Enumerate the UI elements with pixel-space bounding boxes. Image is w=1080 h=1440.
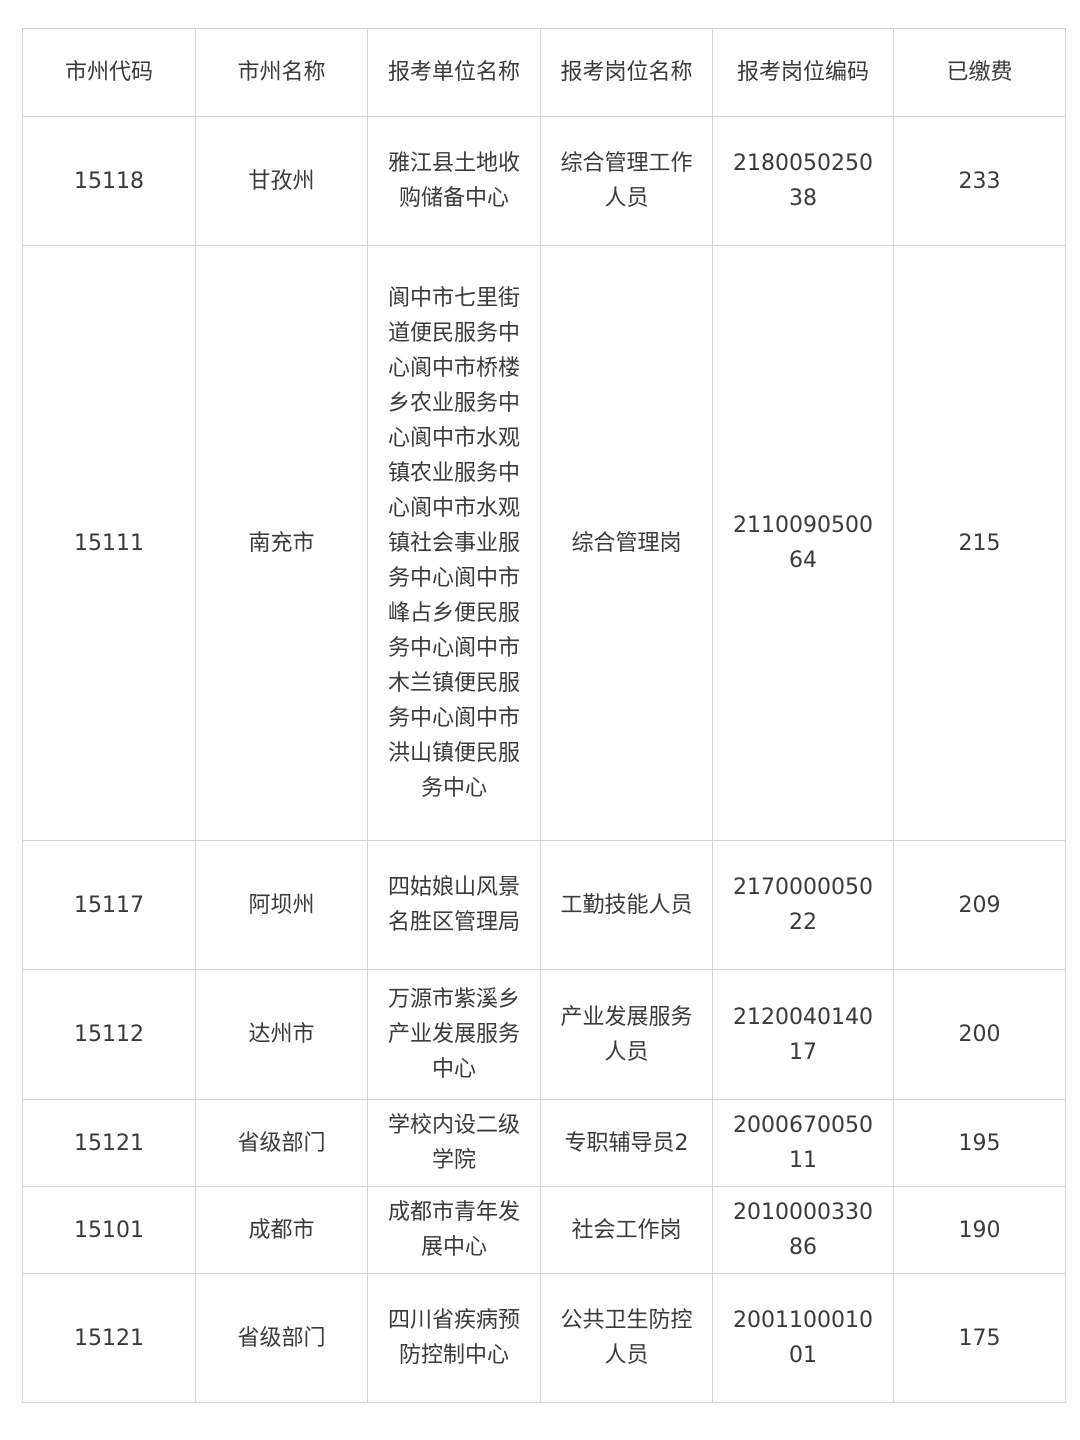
table-cell: 175 — [893, 1273, 1066, 1403]
table-cell: 综合管理工作人员 — [540, 116, 713, 246]
table-cell: 211009050064 — [712, 245, 894, 841]
table-cell: 学校内设二级学院 — [367, 1099, 541, 1187]
table-cell: 218005025038 — [712, 116, 894, 246]
table-body: 15118 甘孜州 雅江县土地收购储备中心 综合管理工作人员 218005025038 2… — [22, 116, 1066, 1403]
table-cell: 阆中市七里街道便民服务中心阆中市桥楼乡农业服务中心阆中市水观镇农业服务中心阆中市… — [367, 245, 541, 841]
table-row: 15111 南充市 阆中市七里街道便民服务中心阆中市桥楼乡农业服务中心阆中市水观镇农… — [22, 245, 1066, 841]
header-row: 市州代码 市州名称 报考单位名称 报考岗位名称 报考岗位编码 已缴费 — [22, 28, 1066, 117]
header-cell: 报考岗位名称 — [540, 28, 713, 117]
table-cell: 190 — [893, 1186, 1066, 1274]
table-cell: 成都市 — [195, 1186, 368, 1274]
table-cell: 15121 — [22, 1099, 196, 1187]
table-cell: 成都市青年发展中心 — [367, 1186, 541, 1274]
table-cell: 省级部门 — [195, 1099, 368, 1187]
table-cell: 200110001001 — [712, 1273, 894, 1403]
table-cell: 综合管理岗 — [540, 245, 713, 841]
table-row: 15121 省级部门 四川省疾病预防控制中心 公共卫生防控人员 200110001001… — [22, 1273, 1066, 1403]
table-cell: 四川省疾病预防控制中心 — [367, 1273, 541, 1403]
data-table: 市州代码 市州名称 报考单位名称 报考岗位名称 报考岗位编码 已缴费 15118 甘孜州 雅江… — [22, 28, 1066, 1403]
table-row: 15112 达州市 万源市紫溪乡产业发展服务中心 产业发展服务人员 2120040140… — [22, 969, 1066, 1100]
table-row: 15117 阿坝州 四姑娘山风景名胜区管理局 工勤技能人员 217000005022 20… — [22, 840, 1066, 970]
table-cell: 雅江县土地收购储备中心 — [367, 116, 541, 246]
table-cell: 工勤技能人员 — [540, 840, 713, 970]
header-cell: 报考岗位编码 — [712, 28, 894, 117]
table-cell: 四姑娘山风景名胜区管理局 — [367, 840, 541, 970]
table-cell: 南充市 — [195, 245, 368, 841]
table-cell: 15121 — [22, 1273, 196, 1403]
table-cell: 产业发展服务人员 — [540, 969, 713, 1100]
table-cell: 15112 — [22, 969, 196, 1100]
table-cell: 专职辅导员2 — [540, 1099, 713, 1187]
table-cell: 达州市 — [195, 969, 368, 1100]
header-cell: 市州名称 — [195, 28, 368, 117]
table-cell: 省级部门 — [195, 1273, 368, 1403]
table-cell: 215 — [893, 245, 1066, 841]
table-cell: 15118 — [22, 116, 196, 246]
table-cell: 社会工作岗 — [540, 1186, 713, 1274]
table-cell: 233 — [893, 116, 1066, 246]
table-cell: 15101 — [22, 1186, 196, 1274]
table-cell: 15111 — [22, 245, 196, 841]
table-cell: 217000005022 — [712, 840, 894, 970]
table-cell: 200067005011 — [712, 1099, 894, 1187]
table-cell: 195 — [893, 1099, 1066, 1187]
header-cell: 市州代码 — [22, 28, 196, 117]
table-cell: 甘孜州 — [195, 116, 368, 246]
header-cell: 报考单位名称 — [367, 28, 541, 117]
header-cell: 已缴费 — [893, 28, 1066, 117]
table-cell: 200 — [893, 969, 1066, 1100]
table-cell: 阿坝州 — [195, 840, 368, 970]
table-cell: 201000033086 — [712, 1186, 894, 1274]
table-cell: 公共卫生防控人员 — [540, 1273, 713, 1403]
table-cell: 209 — [893, 840, 1066, 970]
table-cell: 212004014017 — [712, 969, 894, 1100]
table-row: 15101 成都市 成都市青年发展中心 社会工作岗 201000033086 190 — [22, 1186, 1066, 1274]
table-cell: 万源市紫溪乡产业发展服务中心 — [367, 969, 541, 1100]
table-cell: 15117 — [22, 840, 196, 970]
table-row: 15118 甘孜州 雅江县土地收购储备中心 综合管理工作人员 218005025038 2… — [22, 116, 1066, 246]
table-row: 15121 省级部门 学校内设二级学院 专职辅导员2 200067005011 195 — [22, 1099, 1066, 1187]
